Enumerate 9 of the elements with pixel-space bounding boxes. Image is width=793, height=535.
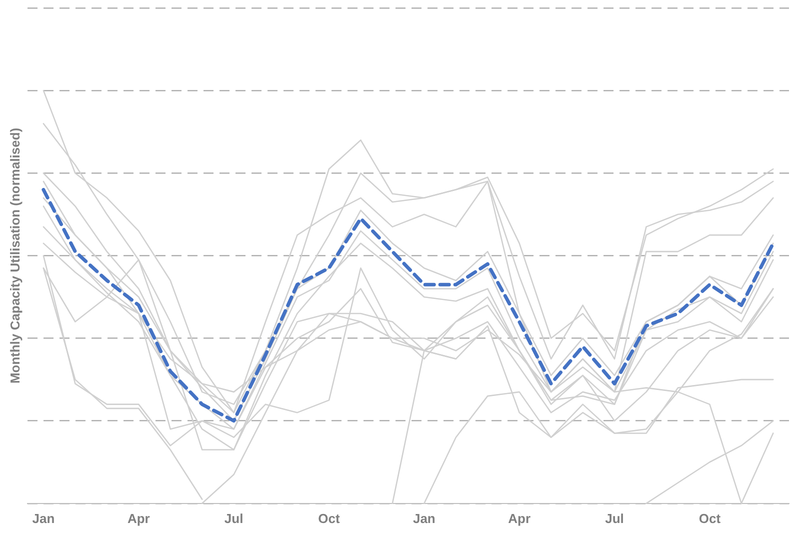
x-tick-label: Jan [412, 510, 436, 526]
x-tick-label: Oct [698, 510, 722, 526]
x-tick-label: Apr [127, 510, 150, 526]
x-tick-label: Oct [318, 510, 340, 526]
x-tick-label: Jan [32, 510, 55, 526]
x-tick-label: Jul [224, 510, 244, 526]
x-tick-label: Apr [508, 510, 531, 526]
x-tick-label: Jul [605, 510, 624, 526]
y-axis-title: Monthly Capacity Utilisation (normalised) [7, 128, 22, 384]
